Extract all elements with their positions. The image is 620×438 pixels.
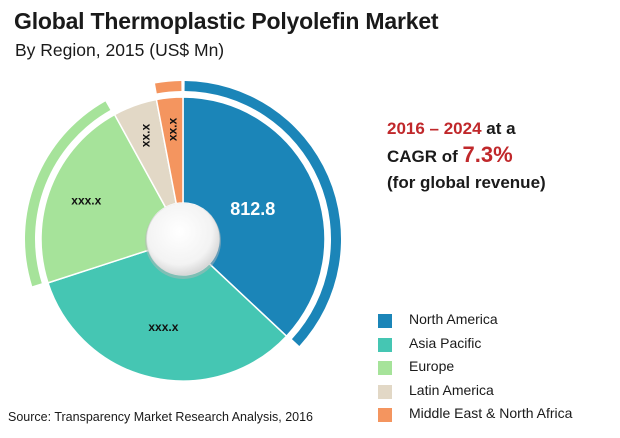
legend-swatch xyxy=(378,384,392,399)
legend-label: Asia Pacific xyxy=(409,334,482,351)
data-label: xxx.x xyxy=(71,194,101,208)
legend-label: North America xyxy=(409,311,498,327)
data-label: xx.x xyxy=(139,124,153,148)
callout-years: 2016 – 2024 xyxy=(387,119,482,138)
chart-title: Global Thermoplastic Polyolefin Market xyxy=(14,8,439,34)
legend-swatch xyxy=(378,337,392,352)
data-label: 812.8 xyxy=(230,199,275,219)
chart-subtitle: By Region, 2015 (US$ Mn) xyxy=(15,40,225,60)
outer-arc-north-america xyxy=(184,81,341,346)
callout-line-3: (for global revenue) xyxy=(387,173,546,192)
data-label: xx.x xyxy=(166,117,180,141)
legend-swatch xyxy=(378,361,392,375)
callout-cagr-value: 7.3% xyxy=(462,142,513,167)
legend-label: Latin America xyxy=(409,381,494,398)
source-note: Source: Transparency Market Research Ana… xyxy=(8,410,314,424)
callout-line-1-rest: at a xyxy=(481,119,516,138)
legend-swatch xyxy=(378,314,392,328)
outer-arc-europe xyxy=(25,101,111,287)
callout-cagr-prefix: CAGR of xyxy=(387,147,463,166)
outer-arc-middle-east-and-north-africa xyxy=(155,81,182,94)
callout-line-1: 2016 – 2024 at a xyxy=(387,116,546,142)
legend-label: Middle East & North Africa xyxy=(409,405,573,421)
center-hole xyxy=(147,203,219,275)
data-label: xxx.x xyxy=(148,320,178,334)
legend-label: Europe xyxy=(409,358,455,374)
cagr-callout: 2016 – 2024 at a CAGR of 7.3% (for globa… xyxy=(387,116,546,196)
legend-swatch xyxy=(378,408,392,422)
callout-line-2: CAGR of 7.3% xyxy=(387,142,546,170)
